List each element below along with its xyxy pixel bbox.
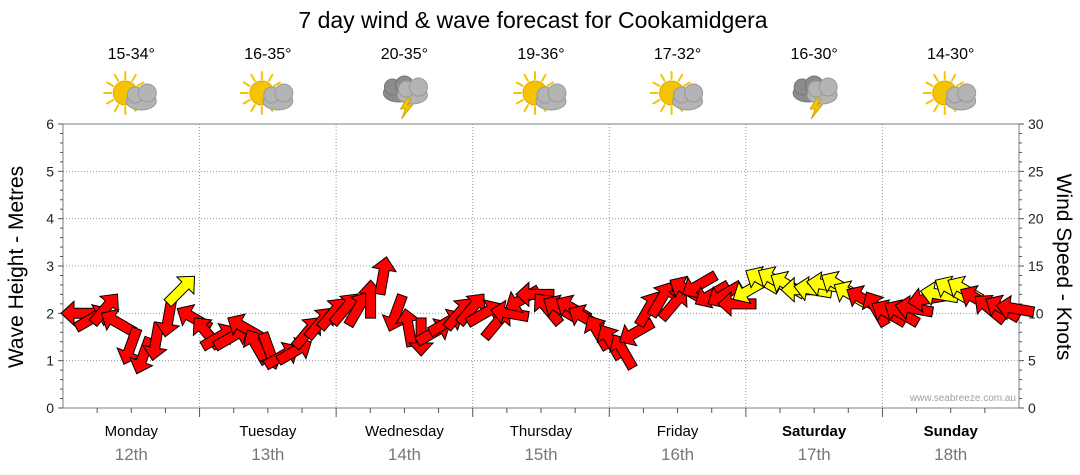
temperature-range: 19-36° (517, 46, 564, 63)
day-date-label: 18th (934, 445, 967, 464)
cloud-icon (396, 77, 428, 105)
left-tick-label: 4 (46, 211, 54, 227)
y-right-label: Wind Speed - Knots (1052, 174, 1075, 361)
day-date-label: 16th (661, 445, 694, 464)
left-tick-label: 2 (46, 305, 54, 321)
wind-arrow (490, 299, 530, 326)
thunderstorm-icon (792, 75, 838, 120)
day-date-label: 17th (798, 445, 831, 464)
day-name-label: Monday (105, 423, 159, 440)
partly-cloudy-icon (513, 71, 567, 115)
day-date-label: 14th (388, 445, 421, 464)
wind-arrow (163, 275, 196, 308)
wind-arrow (141, 321, 168, 362)
day-date-label: 13th (251, 445, 284, 464)
wind-arrow (995, 294, 1036, 321)
cloud-icon (806, 77, 838, 105)
cloud-icon (125, 83, 157, 111)
left-tick-label: 3 (46, 258, 54, 274)
y-left-label: Wave Height - Metres (5, 166, 28, 368)
temperature-range: 15-34° (108, 46, 155, 63)
chart-title: 7 day wind & wave forecast for Cookamidg… (298, 7, 767, 33)
right-tick-label: 15 (1028, 258, 1044, 274)
day-name-label: Friday (657, 423, 699, 440)
temperature-range: 16-35° (244, 46, 291, 63)
day-headers: 15-34° 16-35° 20-35° 19-36° 17-32° 16-30° 14-3… (103, 46, 977, 120)
temperature-range: 16-30° (790, 46, 837, 63)
cloud-icon (672, 83, 704, 111)
wind-arrow (657, 288, 688, 323)
day-date-label: 12th (115, 445, 148, 464)
cloud-icon (945, 83, 977, 111)
day-name-label: Tuesday (239, 423, 296, 440)
partly-cloudy-icon (922, 71, 977, 115)
watermark: www.seabreeze.com.au (909, 393, 1016, 404)
day-name-label: Wednesday (365, 423, 444, 440)
wind-arrow (454, 293, 486, 328)
day-date-label: 15th (524, 445, 557, 464)
wind-arrow (371, 256, 398, 296)
partly-cloudy-icon (103, 71, 157, 115)
cloud-icon (262, 83, 294, 111)
wind-arrow (88, 293, 119, 328)
left-tick-label: 5 (46, 163, 54, 179)
day-name-label: Thursday (510, 423, 573, 440)
wind-arrow (717, 290, 757, 318)
thunderstorm-icon (382, 75, 428, 120)
temperature-range: 14-30° (927, 46, 974, 63)
wind-arrow (894, 294, 935, 321)
right-tick-label: 0 (1028, 400, 1036, 416)
temperature-range: 17-32° (654, 46, 701, 63)
x-axis-labels: Monday 12th Tuesday 13th Wednesday 14th Thursd… (96, 408, 986, 464)
right-tick-label: 25 (1028, 163, 1044, 179)
wind-arrow (154, 297, 181, 338)
wind-arrow (128, 335, 156, 375)
right-tick-label: 20 (1028, 211, 1044, 227)
left-tick-label: 0 (46, 400, 54, 416)
day-name-label: Saturday (782, 423, 847, 440)
partly-cloudy-icon (239, 71, 294, 115)
cloud-icon (535, 83, 567, 111)
wind-arrow (100, 308, 138, 338)
lightning-bolt-icon (399, 98, 414, 120)
partly-cloudy-icon (649, 71, 704, 115)
left-tick-label: 1 (46, 353, 54, 369)
right-tick-label: 30 (1028, 116, 1044, 132)
right-tick-label: 5 (1028, 353, 1036, 369)
left-axis: 0 1 2 3 4 5 6 (46, 116, 63, 416)
lightning-bolt-icon (809, 98, 823, 120)
gridlines (63, 124, 1019, 408)
temperature-range: 20-35° (381, 46, 428, 63)
day-name-label: Sunday (924, 423, 979, 440)
wind-arrows (60, 256, 1036, 375)
left-tick-label: 6 (46, 116, 54, 132)
wind-arrow (682, 270, 719, 300)
wind-arrow (116, 326, 143, 366)
